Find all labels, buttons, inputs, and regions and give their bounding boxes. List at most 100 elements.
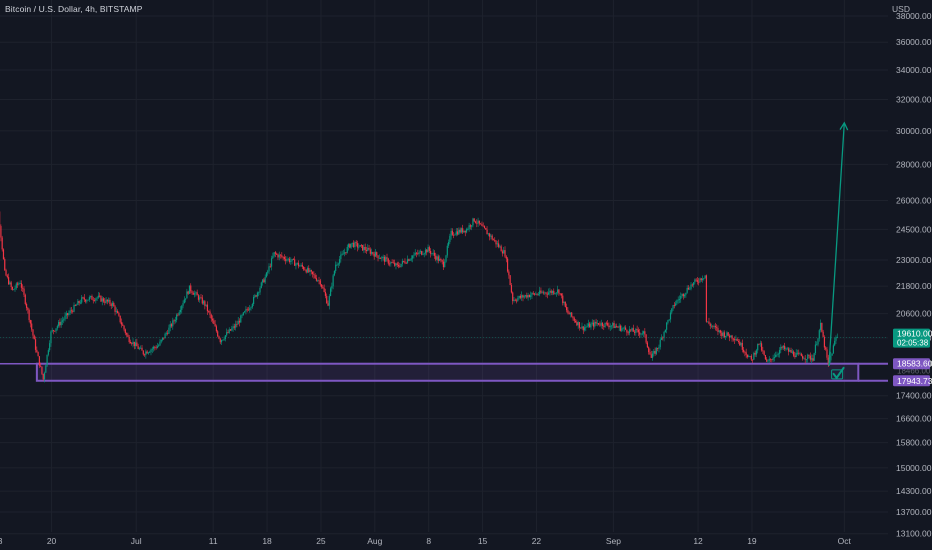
candle-body: [546, 293, 548, 295]
candle-body: [675, 303, 677, 306]
candle-body: [784, 345, 786, 350]
candle-body: [47, 350, 49, 355]
candle-body: [13, 289, 15, 291]
candle-body: [217, 331, 219, 337]
candle-body: [663, 331, 665, 338]
candle-body: [607, 323, 609, 326]
candle-body: [805, 359, 808, 360]
support-zone[interactable]: [0, 362, 888, 382]
candle-body: [455, 231, 457, 235]
candle-body: [204, 301, 206, 306]
candle-body: [691, 284, 693, 286]
price-axis[interactable]: 38000.00 36000.00 34000.00 32000.00 30000.00…: [893, 11, 932, 539]
candle-body: [146, 351, 148, 354]
candle-body: [29, 320, 32, 324]
candle-body: [23, 288, 25, 295]
candle-body: [340, 254, 342, 260]
currency-label: USD: [892, 4, 910, 14]
candle-body: [789, 349, 791, 352]
candle-body: [463, 230, 465, 233]
y-tick-label: 15800.00: [896, 438, 932, 448]
projection-arrow[interactable]: [828, 122, 845, 366]
candle-body: [730, 335, 732, 338]
candle-body: [25, 303, 28, 308]
candle-body: [369, 249, 371, 254]
candle-body: [510, 285, 513, 293]
candle-body: [272, 256, 274, 259]
candle-body: [138, 348, 141, 350]
candle-body: [278, 254, 280, 258]
candle-body: [528, 294, 530, 298]
candle-body: [804, 358, 806, 360]
candle-body: [578, 322, 581, 328]
candle-body: [84, 299, 87, 302]
candle-body: [147, 352, 150, 354]
candle-body: [559, 293, 561, 295]
candle-body: [435, 255, 437, 260]
candle-body: [363, 246, 365, 251]
candle-body: [364, 246, 366, 250]
candle-body: [134, 342, 137, 347]
candle-body: [331, 286, 333, 289]
candle-body: [350, 243, 352, 248]
candle-body: [208, 311, 210, 312]
candle-body: [701, 278, 704, 280]
candle-body: [590, 324, 592, 328]
candle-body: [133, 341, 135, 347]
candle-body: [687, 287, 690, 290]
candle-body: [223, 338, 225, 340]
y-tick-label: 32000.00: [896, 94, 932, 104]
candle-body: [88, 297, 91, 300]
candle-body: [640, 333, 642, 335]
candle-body: [447, 241, 450, 246]
y-tick-label: 26000.00: [896, 195, 932, 205]
candle-body: [669, 312, 672, 320]
zone-rect[interactable]: [35, 362, 860, 382]
candle-body: [737, 340, 740, 342]
candle-body: [645, 334, 647, 343]
x-tick-label: Oct: [838, 536, 852, 546]
candle-body: [467, 229, 469, 230]
candle-body: [220, 340, 223, 343]
drawings[interactable]: [828, 121, 849, 380]
candle-body: [619, 325, 622, 331]
candle-body: [132, 341, 134, 344]
candle-body: [676, 300, 678, 304]
candle-body: [69, 310, 71, 313]
candle-body: [506, 258, 509, 272]
candle-body: [826, 349, 828, 358]
candle-body: [276, 253, 278, 255]
candle-body: [627, 332, 629, 334]
candle-body: [149, 352, 151, 353]
candle-body: [45, 365, 47, 373]
candle-body: [10, 282, 12, 288]
candle-body: [628, 329, 631, 334]
candle-body: [680, 296, 682, 300]
candle-body: [185, 298, 187, 300]
candle-body: [415, 252, 418, 254]
candle-body: [707, 321, 709, 323]
candle-body: [763, 351, 765, 355]
candle-body: [277, 254, 279, 258]
candle-body: [565, 306, 568, 311]
candle-body: [490, 235, 492, 237]
candle-body: [228, 329, 230, 333]
candle-body: [757, 343, 759, 351]
y-tick-label: 15000.00: [896, 463, 932, 473]
candle-body: [244, 311, 246, 313]
candle-body: [156, 346, 158, 349]
candle-body: [816, 344, 818, 346]
candle-body: [834, 340, 836, 346]
candle-body: [639, 332, 641, 335]
candle-body: [755, 350, 758, 355]
time-axis[interactable]: 13 20 Jul 11 18 25 Aug 8 15 22 Sep 12 19 Oct: [0, 536, 852, 546]
x-tick-label: 18: [262, 536, 272, 546]
candle-body: [97, 295, 99, 298]
candle-body: [237, 320, 239, 325]
candle-body: [732, 338, 734, 340]
candle-body: [544, 292, 546, 294]
candle-body: [387, 258, 389, 264]
candle-body: [292, 258, 294, 260]
candle-body: [823, 336, 826, 348]
